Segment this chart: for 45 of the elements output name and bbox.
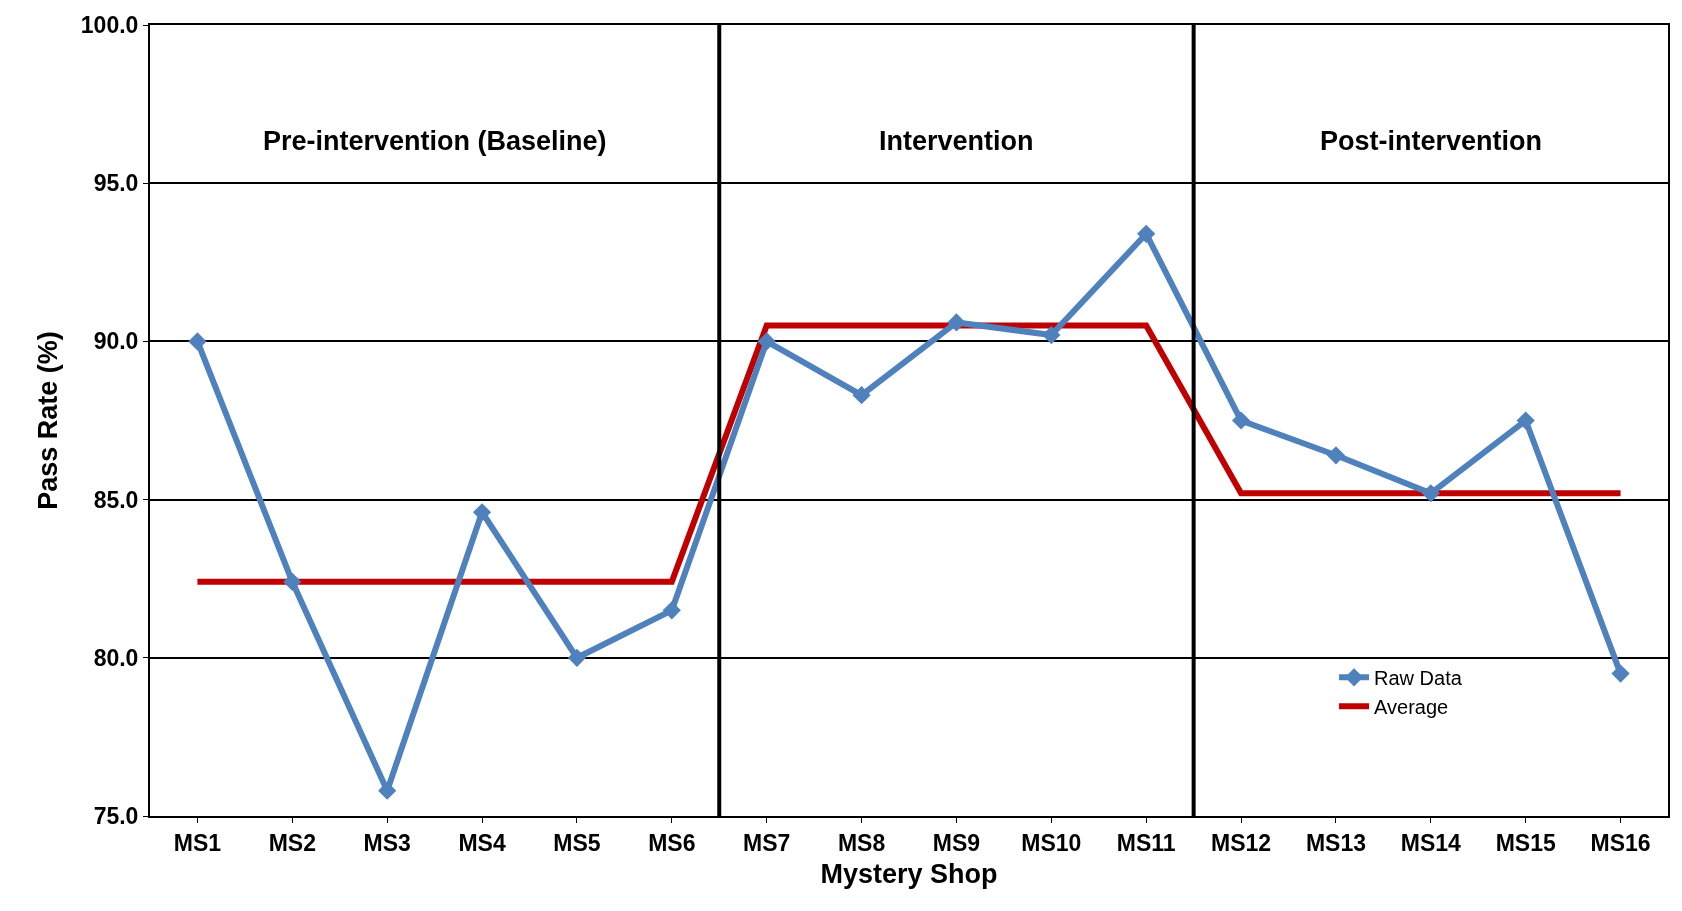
x-tick-label: MS8 — [837, 829, 886, 856]
x-tick-label: MS16 — [1590, 829, 1651, 856]
x-tick-label: MS3 — [363, 829, 411, 856]
x-tick-label: MS9 — [932, 829, 981, 856]
y-tick-label: 90.0 — [93, 328, 139, 355]
x-tick-label: MS11 — [1116, 829, 1176, 856]
x-tick-label: MS5 — [553, 829, 601, 856]
point — [1611, 664, 1630, 683]
y-tick-label: 95.0 — [93, 170, 139, 197]
y-axis-title: Pass Rate (%) — [33, 331, 64, 510]
x-tick-label: MS6 — [648, 829, 696, 856]
annotation: Post-intervention — [1320, 126, 1543, 156]
y-tick-label: 85.0 — [93, 486, 139, 513]
legend-label: Average — [1374, 696, 1449, 719]
x-tick-label: MS7 — [743, 829, 791, 856]
point — [1421, 484, 1440, 503]
point — [472, 503, 492, 522]
x-tick-label: MS13 — [1305, 829, 1366, 856]
y-tick-label: 80.0 — [93, 644, 139, 671]
x-tick-label: MS14 — [1400, 829, 1462, 856]
annotation: Pre-intervention (Baseline) — [263, 126, 607, 156]
point — [378, 781, 397, 800]
x-axis-title: Mystery Shop — [820, 859, 998, 890]
x-tick-label: MS10 — [1021, 829, 1082, 856]
x-tick-label: MS4 — [458, 829, 506, 856]
point — [1326, 446, 1346, 465]
point — [852, 386, 871, 405]
x-tick-label: MS12 — [1211, 829, 1272, 856]
legend-label: Raw Data — [1374, 667, 1463, 690]
point — [1042, 325, 1061, 345]
point — [662, 601, 681, 620]
point — [283, 572, 302, 591]
point — [1516, 411, 1535, 430]
point — [567, 648, 587, 667]
point — [947, 313, 966, 332]
point — [1137, 224, 1156, 243]
y-tick-label: 75.0 — [93, 803, 139, 830]
x-tick-label: MS2 — [268, 829, 316, 856]
point — [1231, 411, 1251, 430]
point — [188, 332, 207, 351]
x-tick-label: MS15 — [1495, 829, 1556, 856]
point — [757, 332, 776, 351]
y-tick-label: 100.0 — [80, 12, 139, 39]
x-tick-label: MS1 — [173, 829, 222, 856]
annotation: Intervention — [879, 126, 1034, 156]
